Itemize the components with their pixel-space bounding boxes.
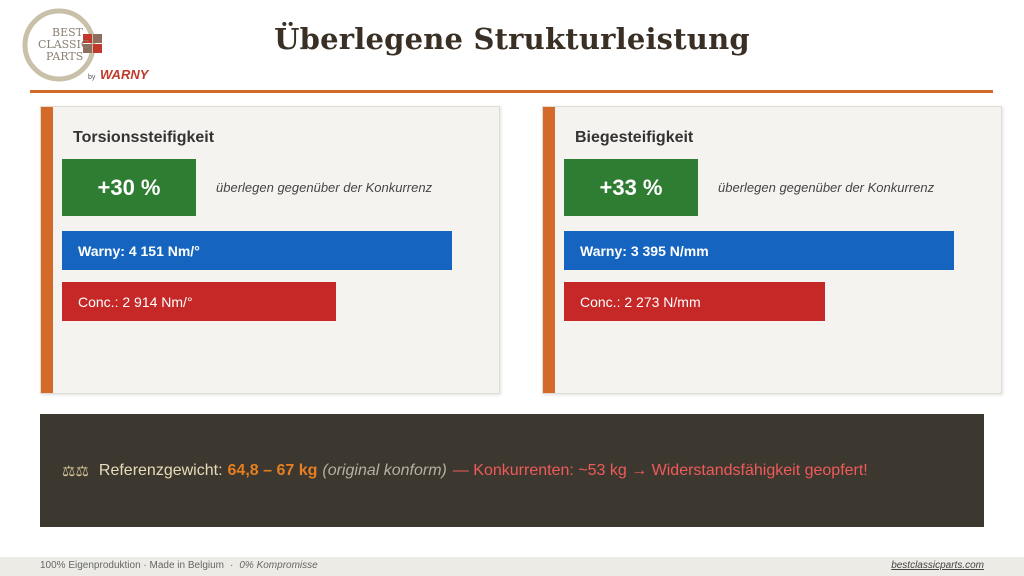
original-note: (original konform) [322,461,447,479]
page-title: Überlegene Strukturleistung [274,22,750,56]
badge-note: überlegen gegenüber der Konkurrenz [216,180,433,195]
logo-graphic: BEST CLASSIC PARTS by WARNY [22,8,150,82]
competitor-warning: — Konkurrenten: ~53 kg → Widerstandsfähi… [452,461,868,479]
badge-note: überlegen gegenüber der Konkurrenz [718,180,935,195]
footer-production: 100% Eigenproduktion · Made in Belgium [40,560,224,571]
logo-line-1: BEST [52,26,84,39]
improvement-badge: +33 % [564,159,698,216]
logo-by: by [88,74,96,81]
torsion-panel: Torsionssteifigkeit +30 % überlegen gege… [40,106,500,394]
panel-title: Biegesteifigkeit [575,129,694,146]
competitor-bar: Conc.: 2 914 Nm/° [62,282,336,321]
reference-weight-banner: ⚖⚖ Referenzgewicht: 64,8 – 67 kg (origin… [40,414,984,527]
reference-weight-label: Referenzgewicht: [98,461,223,479]
panel-accent-bar [543,107,555,393]
footer-separator: · [230,560,234,571]
scale-icon: ⚖⚖ [62,462,89,480]
logo-line-2: CLASSIC [38,38,89,51]
panel-title: Torsionssteifigkeit [73,129,215,146]
panel-accent-bar [41,107,53,393]
warny-bar: Warny: 4 151 Nm/° [62,231,452,270]
footer-left: 100% Eigenproduktion · Made in Belgium · 0… [40,560,318,571]
reference-weight-value: 64,8 – 67 kg [227,461,318,479]
footer-compromise: 0% Kompromisse [239,560,318,571]
logo-line-3: PARTS [46,50,83,63]
logo-brand: WARNY [100,67,150,82]
warny-bar: Warny: 3 395 N/mm [564,231,954,270]
footer: 100% Eigenproduktion · Made in Belgium · 0… [0,557,1024,576]
bending-panel: Biegesteifigkeit +33 % überlegen gegenüb… [542,106,1002,394]
website-link[interactable]: bestclassicparts.com [891,560,984,571]
improvement-badge: +30 % [62,159,196,216]
competitor-bar: Conc.: 2 273 N/mm [564,282,825,321]
header-divider [30,90,993,93]
brand-logo: BEST CLASSIC PARTS by WARNY [22,8,157,88]
